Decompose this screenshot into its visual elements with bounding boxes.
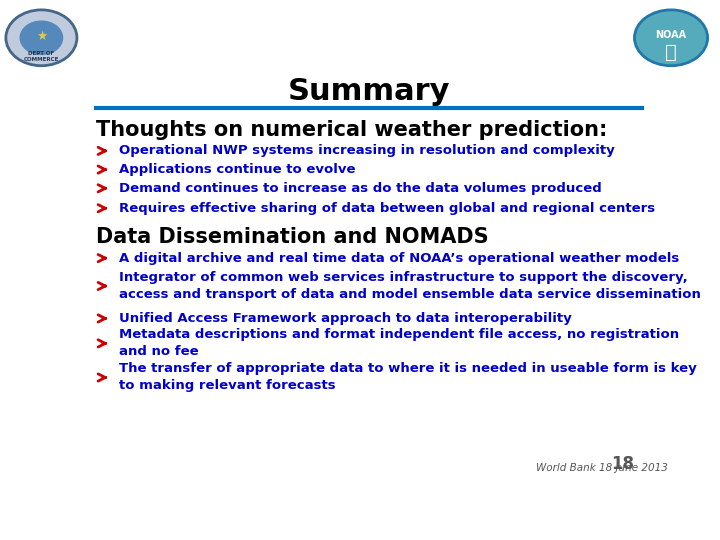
Text: ★: ★: [36, 30, 47, 43]
Text: World Bank 18 June 2013: World Bank 18 June 2013: [536, 463, 668, 473]
Text: Summary: Summary: [288, 77, 450, 106]
Text: DEPT OF
COMMERCE: DEPT OF COMMERCE: [24, 51, 59, 62]
Circle shape: [634, 10, 708, 66]
Text: 18: 18: [611, 455, 634, 473]
Text: Demand continues to increase as do the data volumes produced: Demand continues to increase as do the d…: [119, 182, 602, 195]
Circle shape: [20, 21, 63, 55]
Text: NOAA: NOAA: [655, 30, 687, 40]
Text: Thoughts on numerical weather prediction:: Thoughts on numerical weather prediction…: [96, 120, 607, 140]
Text: Integrator of common web services infrastructure to support the discovery,
acces: Integrator of common web services infras…: [119, 271, 701, 301]
Text: Requires effective sharing of data between global and regional centers: Requires effective sharing of data betwe…: [119, 202, 655, 215]
Text: A digital archive and real time data of NOAA’s operational weather models: A digital archive and real time data of …: [119, 252, 679, 265]
Text: The transfer of appropriate data to where it is needed in useable form is key
to: The transfer of appropriate data to wher…: [119, 362, 697, 393]
Circle shape: [6, 10, 77, 66]
Text: Operational NWP systems increasing in resolution and complexity: Operational NWP systems increasing in re…: [119, 144, 615, 157]
Text: ⦾: ⦾: [665, 43, 677, 62]
Text: Applications continue to evolve: Applications continue to evolve: [119, 163, 356, 176]
Text: Data Dissemination and NOMADS: Data Dissemination and NOMADS: [96, 227, 488, 247]
Text: Unified Access Framework approach to data interoperability: Unified Access Framework approach to dat…: [119, 312, 572, 325]
Text: Metadata descriptions and format independent file access, no registration
and no: Metadata descriptions and format indepen…: [119, 328, 679, 359]
